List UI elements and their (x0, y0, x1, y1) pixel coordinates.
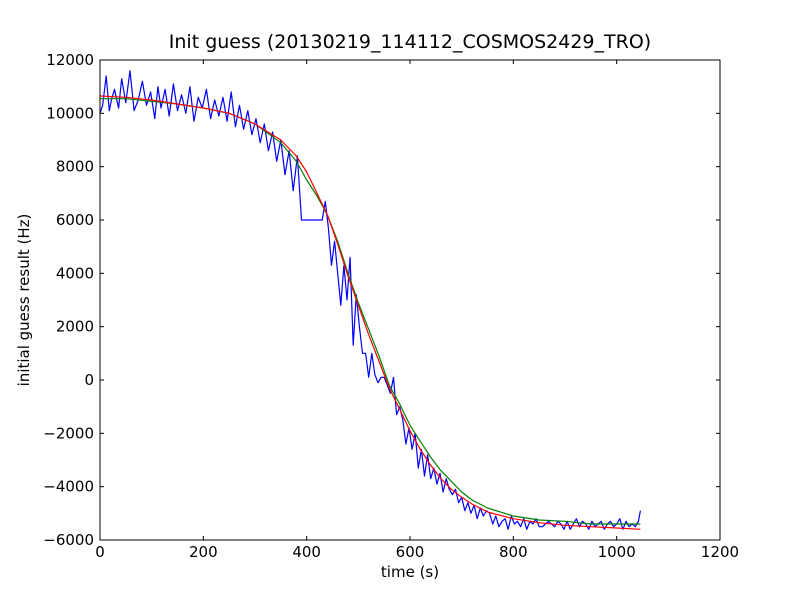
y-tick-label: 12000 (46, 51, 94, 69)
y-tick-label: 2000 (56, 318, 94, 336)
y-axis-label: initial guess result (Hz) (15, 214, 33, 387)
x-tick-label: 800 (499, 543, 528, 561)
x-tick-label: 0 (95, 543, 105, 561)
plot-background (100, 60, 720, 540)
y-tick-label: 4000 (56, 264, 94, 282)
y-tick-label: −6000 (43, 531, 94, 549)
x-axis-label: time (s) (381, 563, 439, 581)
y-tick-label: −4000 (43, 478, 94, 496)
x-tick-label: 400 (292, 543, 321, 561)
series-line-1 (100, 70, 641, 530)
y-tick-label: 10000 (46, 104, 94, 122)
series-group (100, 70, 641, 530)
x-tick-label: 1200 (701, 543, 739, 561)
x-axis: 0 200 400 600 800 1000 1200 (95, 60, 739, 561)
y-axis: −6000 −4000 −2000 0 2000 4000 6000 8000 10000 120… (43, 51, 720, 549)
series-line-3 (100, 95, 641, 530)
x-tick-label: 600 (396, 543, 425, 561)
y-tick-label: 6000 (56, 211, 94, 229)
x-tick-label: 200 (189, 543, 218, 561)
x-tick-label: 1000 (598, 543, 636, 561)
y-tick-label: −2000 (43, 424, 94, 442)
chart-title: Init guess (20130219_114112_COSMOS2429_T… (169, 31, 651, 53)
y-tick-label: 8000 (56, 158, 94, 176)
y-tick-label: 0 (84, 371, 94, 389)
